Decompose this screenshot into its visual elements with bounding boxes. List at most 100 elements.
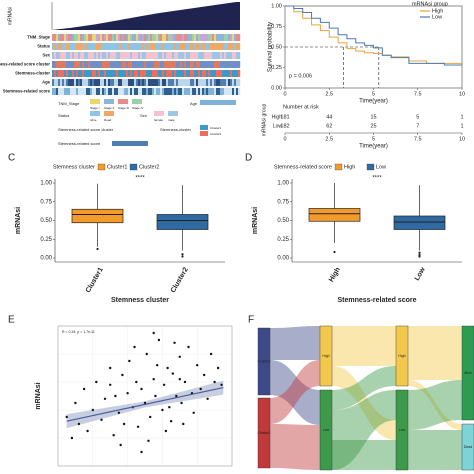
heatmap-cell <box>200 88 203 95</box>
heatmap-cell <box>222 43 225 50</box>
node-label: Low <box>399 428 406 432</box>
heatmap-cell <box>60 34 63 41</box>
heatmap-cell <box>90 52 93 59</box>
heatmap-cell <box>160 70 163 77</box>
heatmap-cell <box>208 70 211 77</box>
heatmap-cell <box>218 34 221 41</box>
heatmap-cell <box>128 43 131 50</box>
heatmap-cell <box>180 88 183 95</box>
point <box>209 352 213 356</box>
legend-label: female <box>154 118 163 122</box>
heatmap-cell <box>120 61 123 68</box>
heatmap-cell <box>140 61 143 68</box>
point <box>82 387 86 391</box>
heatmap-cell <box>154 34 157 41</box>
heatmap-cell <box>114 70 117 77</box>
heatmap-cell <box>104 52 107 59</box>
heatmap-cell <box>236 61 239 68</box>
heatmap-cell <box>218 52 221 59</box>
heatmap-cell <box>172 34 175 41</box>
legend-title: Sex <box>140 113 147 118</box>
heatmap-cell <box>192 88 195 95</box>
heatmap-cell <box>80 61 83 68</box>
heatmap-cell <box>172 61 175 68</box>
heatmap-cell <box>236 70 239 77</box>
heatmap-cell <box>234 61 237 68</box>
point <box>216 366 220 370</box>
point <box>70 436 74 440</box>
point <box>152 378 155 381</box>
heatmap-cell <box>88 61 91 68</box>
heatmap-cell <box>226 88 229 95</box>
heatmap-cell <box>186 43 189 50</box>
heatmap-cell <box>152 43 155 50</box>
heatmap-cell <box>230 43 233 50</box>
legend-label: male <box>168 118 175 122</box>
heatmap-cell <box>186 79 189 86</box>
heatmap-cell <box>148 79 151 86</box>
heatmap-cell <box>200 61 203 68</box>
heatmap-cell <box>164 70 167 77</box>
heatmap-cell <box>214 61 217 68</box>
heatmap-cell <box>178 88 181 95</box>
y-tick-label: 0.00 <box>40 256 52 262</box>
heatmap-cell <box>106 52 109 59</box>
heatmap-cell <box>132 79 135 86</box>
heatmap-cell <box>206 79 209 86</box>
node-label: Dead <box>464 445 472 449</box>
heatmap-cell <box>154 88 157 95</box>
heatmap-cell <box>178 61 181 68</box>
point <box>206 397 209 400</box>
heatmap-cell <box>120 43 123 50</box>
risk-count: 181 <box>280 114 289 120</box>
y-tick-label: 0.25 <box>277 237 289 243</box>
x-tick-label: 7.5 <box>414 136 422 142</box>
heatmap-cell <box>66 70 69 77</box>
heatmap-cell <box>122 43 125 50</box>
heatmap-cell <box>224 70 227 77</box>
y-axis-label: mRNAsi <box>35 382 42 409</box>
legend-label: Stage I <box>90 106 100 110</box>
heatmap-cell <box>60 70 63 77</box>
heatmap-cell <box>224 79 227 86</box>
heatmap-cell <box>208 88 211 95</box>
heatmap-cell <box>94 34 97 41</box>
heatmap-cell <box>168 61 171 68</box>
heatmap-cell <box>104 43 107 50</box>
legend-swatch <box>200 131 208 136</box>
heatmap-cell <box>110 61 113 68</box>
heatmap-cell <box>206 52 209 59</box>
node <box>257 397 271 469</box>
heatmap-cell <box>70 43 73 50</box>
point <box>112 434 115 437</box>
heatmap-cell <box>136 34 139 41</box>
heatmap-cell <box>94 43 97 50</box>
heatmap-cell <box>124 43 127 50</box>
heatmap-cell <box>194 61 197 68</box>
heatmap-cell <box>124 79 127 86</box>
heatmap-cell <box>168 43 171 50</box>
heatmap-cell <box>206 43 209 50</box>
y-tick-label: 0.25 <box>40 237 52 243</box>
heatmap-cell <box>152 79 155 86</box>
node <box>461 423 474 471</box>
heatmap-cell <box>126 43 129 50</box>
point <box>162 383 166 386</box>
legend-title: Age <box>190 101 198 106</box>
heatmap-cell <box>228 34 231 41</box>
x-axis-label: Stemness cluster <box>111 297 169 304</box>
heatmap-cell <box>180 79 183 86</box>
heatmap-cell <box>88 88 91 95</box>
point <box>109 366 112 370</box>
heatmap-cell <box>152 34 155 41</box>
heatmap-cell <box>144 79 147 86</box>
heatmap-cell <box>116 88 119 95</box>
mrnasi-area <box>52 2 240 30</box>
heatmap-cell <box>68 34 71 41</box>
point <box>136 425 140 428</box>
outlier <box>96 247 99 251</box>
row-label: Status <box>37 44 50 49</box>
heatmap-cell <box>162 61 165 68</box>
heatmap-cell <box>138 34 141 41</box>
point <box>140 387 143 391</box>
